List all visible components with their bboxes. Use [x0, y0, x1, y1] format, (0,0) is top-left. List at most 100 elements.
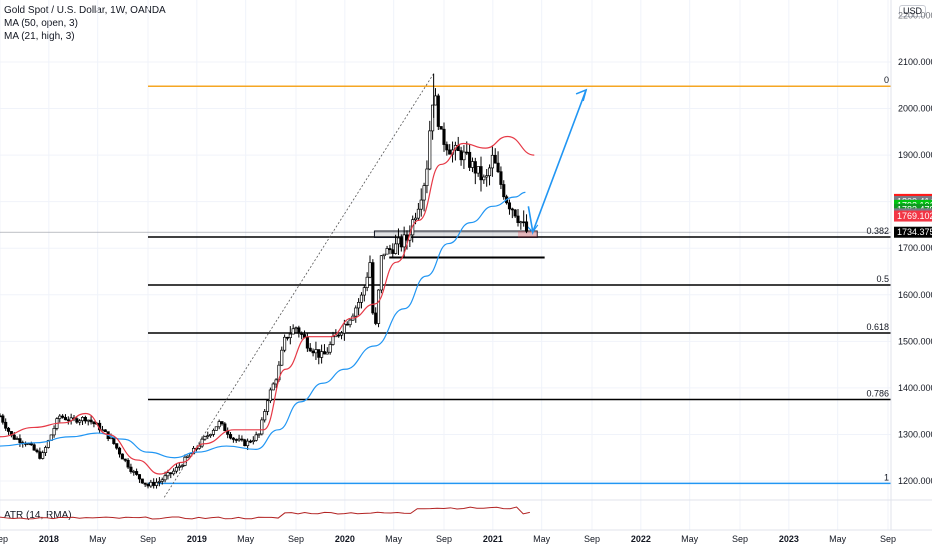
price-badge-text: 1769.102 [897, 211, 932, 221]
price-tick: 1900.000 [898, 150, 932, 160]
candle-body [462, 151, 466, 161]
ma21-legend[interactable]: MA (21, high, 3) [4, 31, 75, 42]
candle-body [211, 429, 216, 435]
candle-body [359, 294, 364, 303]
candle-body [376, 289, 381, 324]
symbol-title[interactable]: Gold Spot / U.S. Dollar, 1W, OANDA [4, 5, 166, 16]
candle-body [337, 334, 341, 337]
arrow-head-small [526, 224, 539, 233]
currency-badge[interactable]: USD [898, 5, 926, 17]
time-tick: May [89, 534, 107, 544]
candle-body [123, 458, 127, 461]
time-tick: Sep [732, 534, 748, 544]
candle-body [248, 440, 253, 443]
candle-body [416, 208, 420, 219]
time-tick: 2022 [631, 534, 651, 544]
candle-body [135, 471, 139, 475]
candle-body [15, 438, 19, 440]
ma21-line [0, 135, 535, 475]
candle-body [200, 438, 204, 447]
candle-body [61, 415, 65, 418]
candle-body [157, 481, 161, 483]
candle-body [237, 438, 241, 441]
candle-body [465, 151, 469, 154]
price-tick: 1200.000 [898, 476, 932, 486]
candle-body [12, 434, 16, 440]
candle-body [217, 421, 221, 428]
candle-body [422, 185, 426, 201]
candle-body [448, 149, 452, 155]
candle-body [160, 479, 164, 482]
candle-body [413, 217, 418, 221]
candle-body [425, 168, 429, 187]
time-axis[interactable]: Sep 2018 May Sep 2019 May Sep 2020 May Sep 2021 May… [0, 534, 896, 544]
candle-body [92, 421, 96, 425]
candle-body [291, 328, 295, 335]
candle-body [186, 455, 190, 458]
candle-body [371, 262, 375, 314]
candle-body [294, 327, 298, 330]
time-tick: May [829, 534, 847, 544]
candle-body [379, 255, 383, 291]
arrow-head [575, 88, 588, 102]
candle-body [154, 481, 159, 486]
fib-levels[interactable]: 0 0.382 0.5 0.618 0.786 1 [148, 75, 891, 485]
candle-body [394, 243, 398, 254]
candles [0, 73, 529, 489]
candle-body [83, 416, 87, 422]
candle-body [328, 344, 332, 353]
candle-body [385, 248, 389, 255]
ma50-legend[interactable]: MA (50, open, 3) [4, 18, 78, 29]
candle-body [209, 434, 213, 437]
candle-body [149, 481, 153, 487]
candle-body [86, 419, 90, 422]
time-tick: Sep [288, 534, 304, 544]
candle-body [257, 433, 261, 436]
time-tick: 2023 [779, 534, 799, 544]
candle-body [117, 447, 122, 455]
price-tick: 2100.000 [898, 57, 932, 67]
candle-body [132, 471, 136, 473]
candle-body [206, 435, 210, 438]
candle-body [493, 154, 497, 164]
candle-body [271, 383, 275, 391]
candle-body [399, 237, 403, 248]
candle-body [362, 287, 366, 296]
candle-body [311, 350, 315, 354]
candle-body [305, 337, 309, 349]
candle-body [297, 327, 301, 334]
price-tick: 1300.000 [898, 429, 932, 439]
candle-body [431, 104, 435, 132]
ma50-line [0, 191, 526, 459]
candle-body [487, 167, 492, 177]
candle-body [18, 438, 22, 443]
candle-body [4, 421, 8, 429]
candle-body [479, 166, 483, 181]
candle-body [89, 419, 93, 423]
time-tick: 2021 [483, 534, 503, 544]
candle-body [339, 332, 344, 336]
drawings[interactable] [163, 73, 588, 498]
price-axis[interactable]: 2100.0002000.0001900.0001800.0001700.000… [890, 0, 932, 530]
candle-body [317, 349, 321, 358]
candle-body [485, 175, 489, 178]
candle-body [66, 419, 70, 422]
candle-body [120, 453, 124, 460]
candle-body [283, 336, 287, 351]
candle-body [35, 449, 39, 453]
projection-arrow [527, 89, 587, 235]
candle-body [490, 154, 494, 169]
candle-body [172, 470, 176, 475]
candle-body [325, 351, 329, 355]
atr-legend[interactable]: ATR (14, RMA) [4, 510, 72, 521]
candle-body [203, 436, 207, 440]
candle-body [507, 202, 512, 210]
candle-body [231, 437, 235, 440]
moving-averages [0, 135, 535, 475]
fib-label: 0.786 [866, 389, 889, 399]
candle-body [246, 440, 250, 447]
candle-body [382, 253, 386, 257]
candle-body [496, 162, 500, 173]
atr-pane [0, 499, 932, 531]
